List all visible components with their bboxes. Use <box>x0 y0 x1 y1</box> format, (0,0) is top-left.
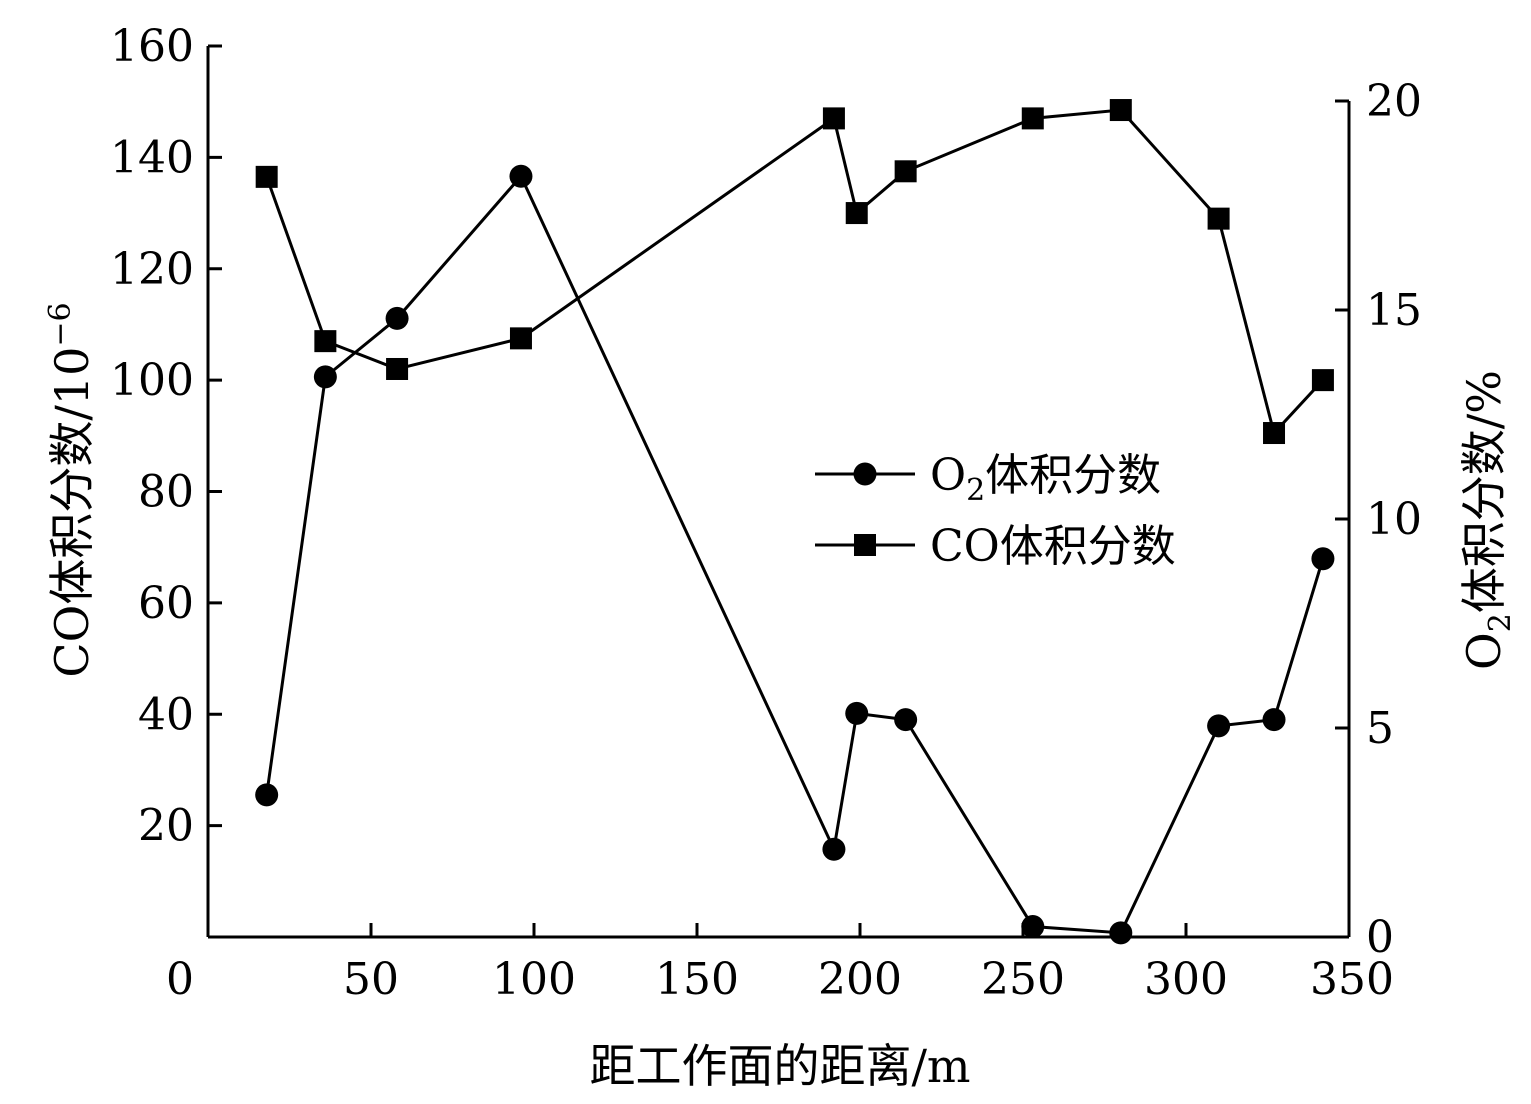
point-co <box>1021 107 1044 130</box>
point-co <box>509 327 532 350</box>
point-co <box>845 202 868 225</box>
left-tick-label: 20 <box>138 801 194 852</box>
point-co <box>1109 99 1132 122</box>
point-o2 <box>385 306 409 330</box>
right-tick-label: 20 <box>1366 76 1422 127</box>
x-tick-label: 150 <box>655 954 739 1005</box>
left-tick-label: 140 <box>110 132 194 183</box>
left-tick-label: 80 <box>138 467 194 518</box>
point-o2 <box>845 701 869 725</box>
point-o2 <box>1207 714 1231 738</box>
x-axis-title: 距工作面的距离/m <box>589 1039 970 1093</box>
point-co <box>1207 207 1230 230</box>
series <box>255 99 1335 945</box>
x-tick-label: 250 <box>981 954 1065 1005</box>
x-tick-label: 300 <box>1144 954 1228 1005</box>
left-tick-label: 120 <box>110 244 194 295</box>
left-axis-title: CO体积分数/10−6 <box>43 302 99 677</box>
legend: O2体积分数 CO体积分数 <box>815 450 1176 572</box>
right-tick-label: 15 <box>1366 285 1422 336</box>
right-axis-title: O2体积分数/% <box>1457 370 1518 670</box>
point-o2 <box>894 708 918 732</box>
left-tick-label: 60 <box>138 578 194 629</box>
legend-marker-o2 <box>853 462 877 486</box>
point-o2 <box>822 837 846 861</box>
right-tick-label: 0 <box>1366 912 1394 963</box>
point-o2 <box>1262 708 1286 732</box>
right-tick-label: 10 <box>1366 494 1422 545</box>
point-o2 <box>1311 547 1335 571</box>
point-co <box>386 357 409 380</box>
point-co <box>1263 422 1286 445</box>
point-o2 <box>255 783 279 807</box>
axes <box>206 46 1351 939</box>
left-tick-label: 40 <box>138 689 194 740</box>
point-o2 <box>313 365 337 389</box>
axis-titles: 距工作面的距离/m CO体积分数/10−6 O2体积分数/% <box>43 302 1518 1093</box>
series-line-co <box>265 108 1325 437</box>
legend-label-co: CO体积分数 <box>930 521 1176 572</box>
point-co <box>255 165 278 188</box>
point-co <box>1311 369 1334 392</box>
left-tick-label: 160 <box>110 21 194 72</box>
right-tick-label: 5 <box>1366 703 1394 754</box>
point-co <box>314 330 337 353</box>
point-o2 <box>509 164 533 188</box>
point-o2 <box>1109 921 1133 945</box>
x-tick-label: 100 <box>492 954 576 1005</box>
x-tick-label: 350 <box>1310 954 1394 1005</box>
x-tick-label: 200 <box>818 954 902 1005</box>
x-tick-label: 0 <box>166 954 194 1005</box>
legend-label-o2: O2体积分数 <box>930 450 1161 508</box>
left-tick-label: 100 <box>110 355 194 406</box>
ticks: 0 50 100 150 200 250 300 3502040608010012014016… <box>110 21 1422 1005</box>
legend-marker-co <box>854 534 876 556</box>
x-tick-label: 50 <box>343 954 399 1005</box>
point-co <box>822 107 845 130</box>
point-o2 <box>1021 915 1045 939</box>
point-co <box>894 160 917 183</box>
